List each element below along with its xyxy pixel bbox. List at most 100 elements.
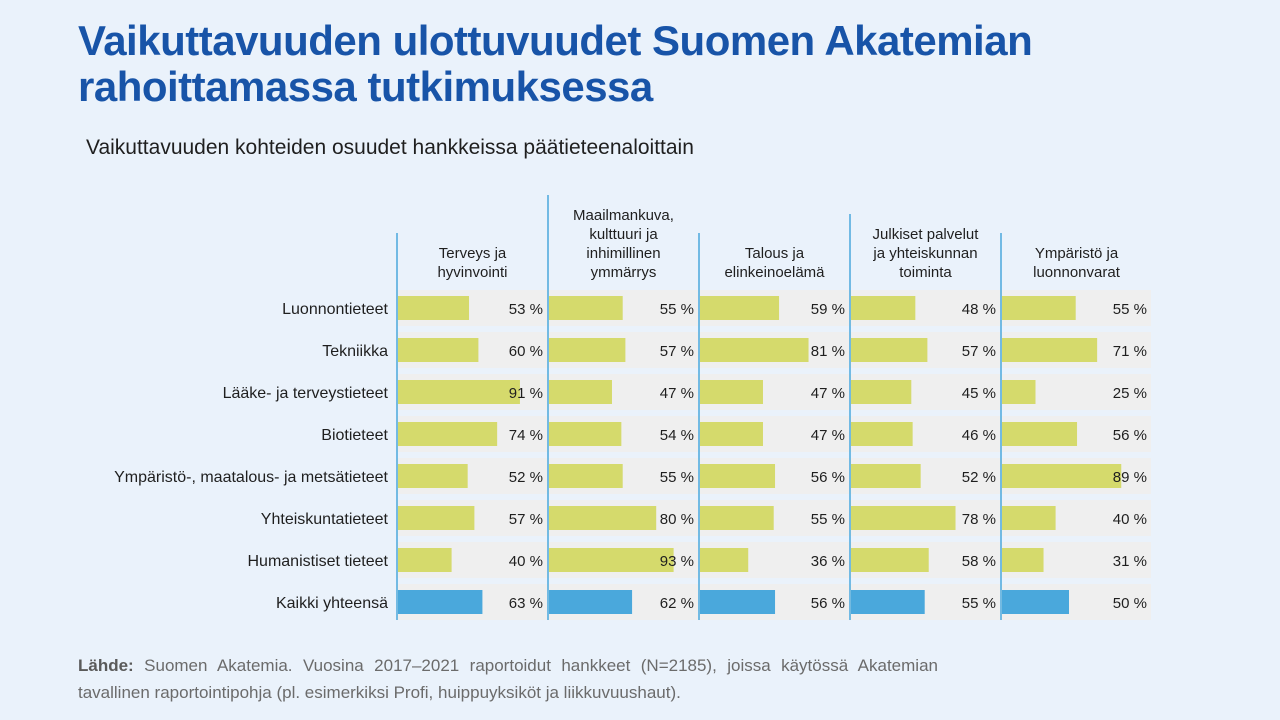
value-label: 52 % (509, 469, 543, 486)
data-bar (700, 548, 749, 572)
panel-header-label: Julkiset palvelut (873, 226, 980, 243)
value-label: 56 % (1113, 427, 1147, 444)
data-bar (1002, 464, 1122, 488)
source-text: Suomen Akatemia. Vuosina 2017–2021 rapor… (78, 656, 938, 702)
value-label: 58 % (962, 553, 996, 570)
value-label: 52 % (962, 469, 996, 486)
chart-title: Vaikuttavuuden ulottuvuudet Suomen Akate… (78, 17, 1033, 110)
value-label: 60 % (509, 343, 543, 360)
panel-header-label: Terveys ja (439, 245, 507, 262)
panel-header-label: Ympäristö ja (1035, 245, 1119, 262)
category-label: Humanistiset tieteet (247, 553, 388, 570)
data-bar (851, 548, 929, 572)
panel-header-label: elinkeinoelämä (724, 264, 825, 281)
value-label: 47 % (660, 385, 694, 402)
value-label: 78 % (962, 511, 996, 528)
category-label: Kaikki yhteensä (276, 595, 388, 612)
value-label: 93 % (660, 553, 694, 570)
category-label: Luonnontieteet (282, 301, 388, 318)
value-label: 47 % (811, 427, 845, 444)
data-bar (549, 296, 623, 320)
value-label: 25 % (1113, 385, 1147, 402)
source-note: Lähde: Suomen Akatemia. Vuosina 2017–202… (78, 652, 938, 706)
category-label: Ympäristö-, maatalous- ja metsätieteet (114, 469, 388, 486)
value-label: 63 % (509, 595, 543, 612)
value-label: 40 % (1113, 511, 1147, 528)
data-bar (700, 296, 780, 320)
data-bar (398, 338, 479, 362)
value-label: 57 % (962, 343, 996, 360)
data-bar (398, 548, 452, 572)
total-bar (398, 590, 483, 614)
data-bar (549, 380, 612, 404)
data-bar (549, 422, 622, 446)
value-label: 45 % (962, 385, 996, 402)
value-label: 57 % (509, 511, 543, 528)
category-label: Biotieteet (321, 427, 388, 444)
total-bar (851, 590, 925, 614)
panel-header-label: luonnonvarat (1033, 264, 1121, 281)
value-label: 89 % (1113, 469, 1147, 486)
data-bar (851, 422, 913, 446)
data-bar (700, 422, 763, 446)
category-label: Tekniikka (322, 343, 388, 360)
data-bar (549, 338, 626, 362)
value-label: 81 % (811, 343, 845, 360)
value-label: 54 % (660, 427, 694, 444)
data-bar (1002, 380, 1036, 404)
data-bar (851, 296, 916, 320)
value-label: 48 % (962, 301, 996, 318)
category-label: Yhteiskuntatieteet (261, 511, 389, 528)
data-bar (1002, 296, 1076, 320)
total-bar (700, 590, 776, 614)
category-label: Lääke- ja terveystieteet (223, 385, 389, 402)
value-label: 57 % (660, 343, 694, 360)
value-label: 46 % (962, 427, 996, 444)
data-bar (700, 506, 774, 530)
value-label: 55 % (962, 595, 996, 612)
value-label: 80 % (660, 511, 694, 528)
data-bar (398, 506, 475, 530)
data-bar (549, 464, 623, 488)
data-bar (700, 380, 763, 404)
data-bar (851, 464, 921, 488)
total-bar (1002, 590, 1069, 614)
chart-subtitle: Vaikuttavuuden kohteiden osuudet hankkei… (86, 136, 694, 159)
value-label: 74 % (509, 427, 543, 444)
value-label: 53 % (509, 301, 543, 318)
data-bar (398, 422, 498, 446)
data-bar (398, 464, 468, 488)
data-bar (398, 296, 470, 320)
value-label: 36 % (811, 553, 845, 570)
panel-header-label: hyvinvointi (437, 264, 507, 281)
value-label: 47 % (811, 385, 845, 402)
data-bar (700, 338, 809, 362)
value-label: 55 % (660, 469, 694, 486)
data-bar (549, 506, 657, 530)
value-label: 62 % (660, 595, 694, 612)
chart-area: Terveys ja hyvinvointi Maailmankuva, kulttu… (114, 195, 1151, 620)
data-bar (851, 338, 928, 362)
value-label: 40 % (509, 553, 543, 570)
panel-header-label: Maailmankuva, (573, 207, 674, 224)
data-bar (1002, 548, 1044, 572)
data-bar (398, 380, 520, 404)
value-label: 55 % (811, 511, 845, 528)
data-bar (1002, 338, 1098, 362)
value-label: 50 % (1113, 595, 1147, 612)
source-label: Lähde: (78, 656, 134, 675)
panel-header-label: inhimillinen (586, 245, 660, 262)
data-bar (851, 506, 956, 530)
panel-header-label: Talous ja (745, 245, 805, 262)
panel-header-label: kulttuuri ja (589, 226, 658, 243)
value-label: 56 % (811, 469, 845, 486)
data-bar (549, 548, 674, 572)
value-label: 31 % (1113, 553, 1147, 570)
value-label: 56 % (811, 595, 845, 612)
value-label: 55 % (660, 301, 694, 318)
panel-header-label: ymmärrys (591, 264, 657, 281)
value-label: 55 % (1113, 301, 1147, 318)
total-bar (549, 590, 633, 614)
panel-header-label: ja yhteiskunnan (872, 245, 977, 262)
data-bar (1002, 506, 1056, 530)
